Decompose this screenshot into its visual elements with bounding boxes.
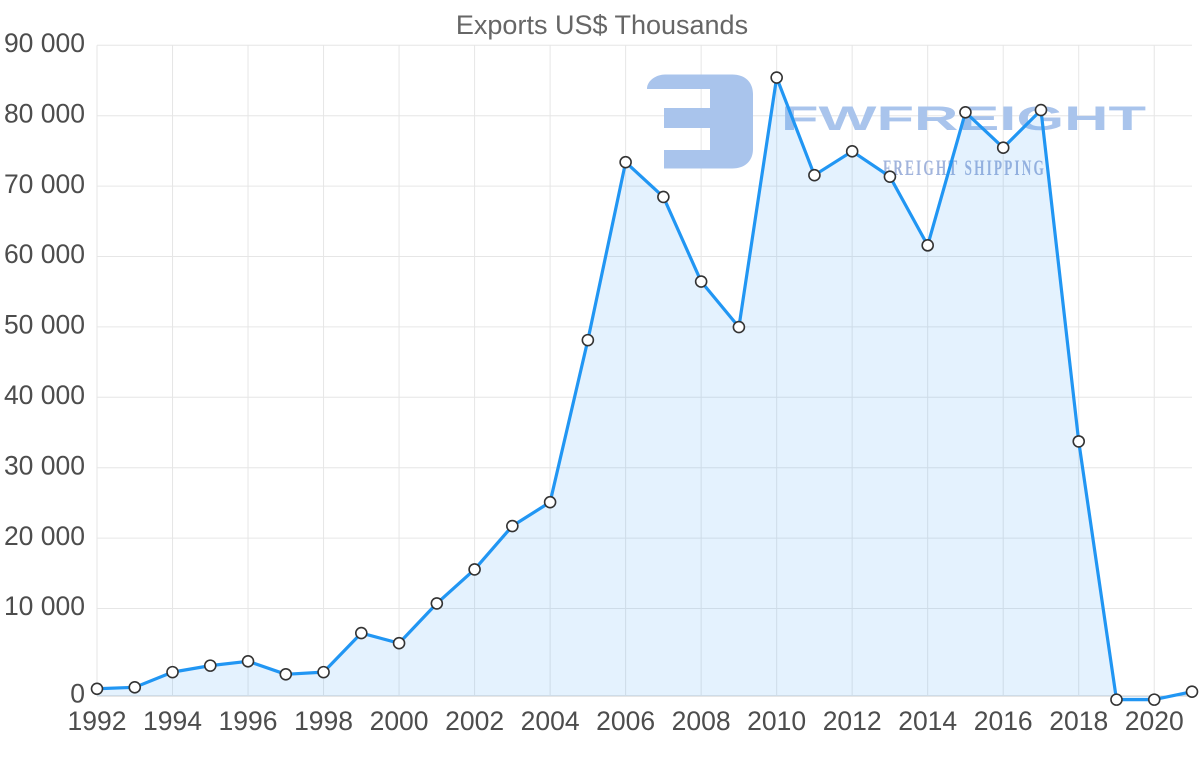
svg-text:10 000: 10 000 [4, 591, 85, 621]
svg-text:2000: 2000 [370, 706, 429, 736]
svg-text:1996: 1996 [219, 706, 278, 736]
svg-text:2010: 2010 [747, 706, 806, 736]
svg-text:2014: 2014 [898, 706, 957, 736]
svg-text:2018: 2018 [1049, 706, 1108, 736]
svg-text:40 000: 40 000 [4, 380, 85, 410]
svg-text:60 000: 60 000 [4, 239, 85, 269]
svg-text:1994: 1994 [143, 706, 202, 736]
svg-text:2020: 2020 [1125, 706, 1184, 736]
svg-text:50 000: 50 000 [4, 310, 85, 340]
svg-text:20 000: 20 000 [4, 521, 85, 551]
svg-text:1998: 1998 [294, 706, 353, 736]
svg-text:2004: 2004 [521, 706, 580, 736]
svg-text:2016: 2016 [974, 706, 1033, 736]
svg-text:70 000: 70 000 [4, 169, 85, 199]
svg-text:90 000: 90 000 [4, 28, 85, 58]
svg-text:2008: 2008 [672, 706, 731, 736]
svg-text:2002: 2002 [445, 706, 504, 736]
svg-text:2006: 2006 [596, 706, 655, 736]
svg-text:80 000: 80 000 [4, 98, 85, 128]
svg-text:2012: 2012 [823, 706, 882, 736]
svg-text:30 000: 30 000 [4, 450, 85, 480]
svg-text:1992: 1992 [68, 706, 127, 736]
svg-text:0: 0 [70, 679, 85, 709]
